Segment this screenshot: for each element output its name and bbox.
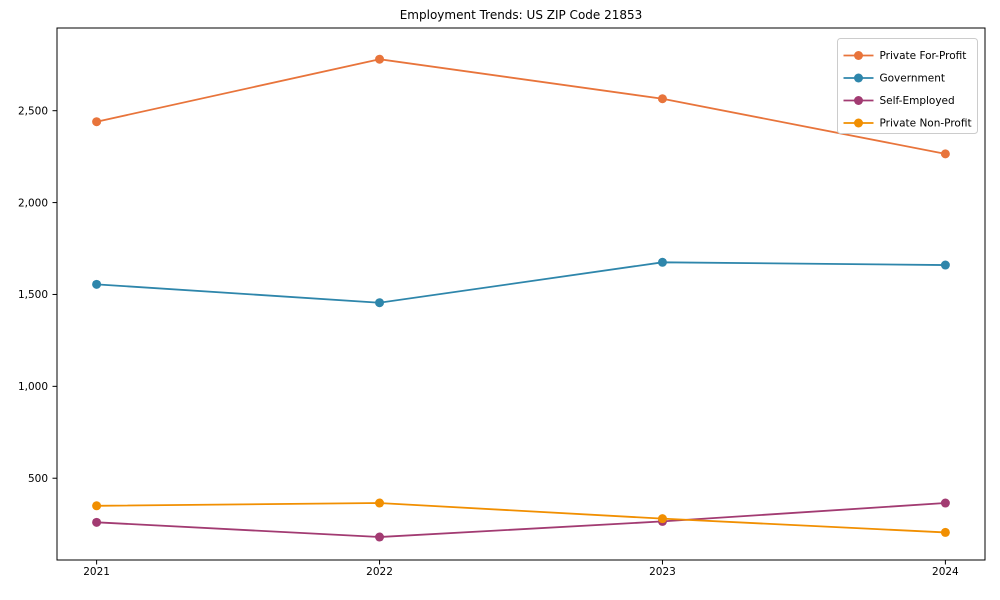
data-point-marker	[92, 279, 102, 289]
data-point-marker	[375, 54, 385, 64]
legend-marker	[854, 96, 863, 105]
chart-title: Employment Trends: US ZIP Code 21853	[399, 8, 643, 22]
y-tick-label: 1,000	[18, 381, 48, 393]
legend-marker	[854, 118, 863, 128]
y-tick-label: 2,000	[18, 197, 48, 209]
legend-label: Government	[880, 73, 945, 85]
data-point-marker	[92, 501, 102, 511]
x-tick-label: 2021	[83, 566, 110, 578]
y-tick-label: 2,500	[18, 105, 48, 117]
legend-label: Private For-Profit	[880, 50, 967, 62]
series-line	[95, 502, 947, 538]
data-point-marker	[375, 532, 385, 542]
x-tick-label: 2023	[649, 566, 676, 578]
data-point-marker	[375, 498, 385, 508]
data-point-marker	[940, 149, 950, 159]
data-point-marker	[92, 117, 102, 127]
y-tick-label: 1,500	[18, 289, 48, 301]
y-tick-label: 500	[28, 473, 48, 485]
series-line	[95, 261, 947, 304]
legend-label: Private Non-Profit	[880, 118, 972, 130]
x-tick-label: 2022	[366, 566, 393, 578]
series-line	[95, 58, 947, 155]
legend-label: Self-Employed	[880, 95, 955, 107]
series-line	[95, 502, 947, 534]
data-point-marker	[92, 517, 102, 527]
data-point-marker	[940, 260, 950, 270]
x-tick-label: 2024	[932, 566, 959, 578]
data-point-marker	[375, 298, 385, 308]
data-point-marker	[657, 257, 667, 267]
data-point-marker	[940, 498, 950, 508]
data-point-marker	[940, 527, 950, 537]
data-point-marker	[657, 94, 667, 104]
legend-marker	[854, 51, 863, 60]
legend-box	[837, 38, 978, 134]
data-point-marker	[657, 514, 667, 524]
legend-marker	[854, 73, 863, 83]
